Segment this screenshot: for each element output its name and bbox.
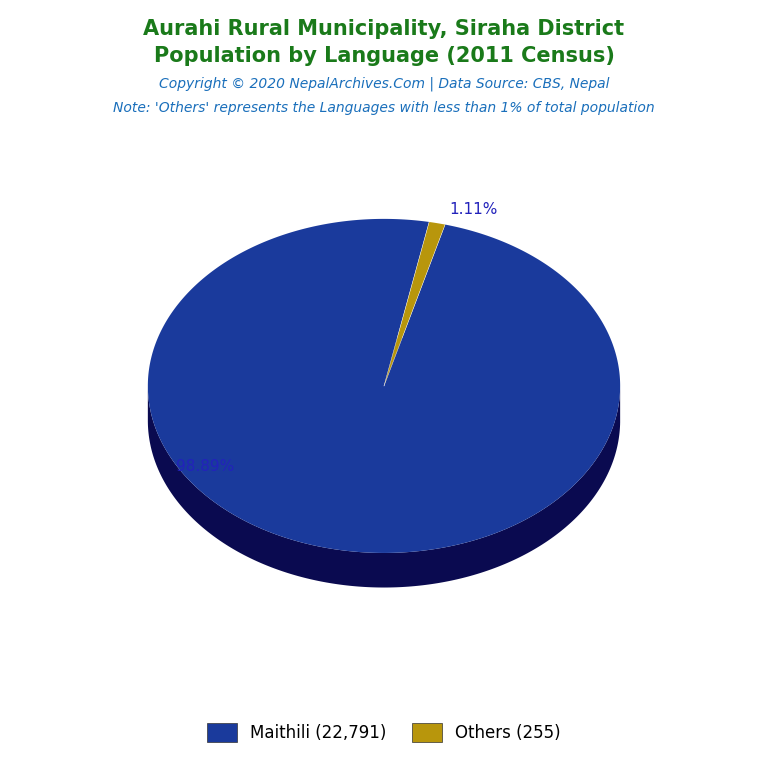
Polygon shape <box>148 387 620 588</box>
Text: Copyright © 2020 NepalArchives.Com | Data Source: CBS, Nepal: Copyright © 2020 NepalArchives.Com | Dat… <box>159 77 609 91</box>
Text: Note: 'Others' represents the Languages with less than 1% of total population: Note: 'Others' represents the Languages … <box>113 101 655 115</box>
Text: 1.11%: 1.11% <box>449 202 497 217</box>
Polygon shape <box>148 219 620 553</box>
Text: Population by Language (2011 Census): Population by Language (2011 Census) <box>154 46 614 66</box>
Ellipse shape <box>266 337 502 504</box>
Text: Aurahi Rural Municipality, Siraha District: Aurahi Rural Municipality, Siraha Distri… <box>144 19 624 39</box>
Text: 98.89%: 98.89% <box>177 459 234 474</box>
Polygon shape <box>384 222 445 386</box>
Legend: Maithili (22,791), Others (255): Maithili (22,791), Others (255) <box>200 716 568 749</box>
